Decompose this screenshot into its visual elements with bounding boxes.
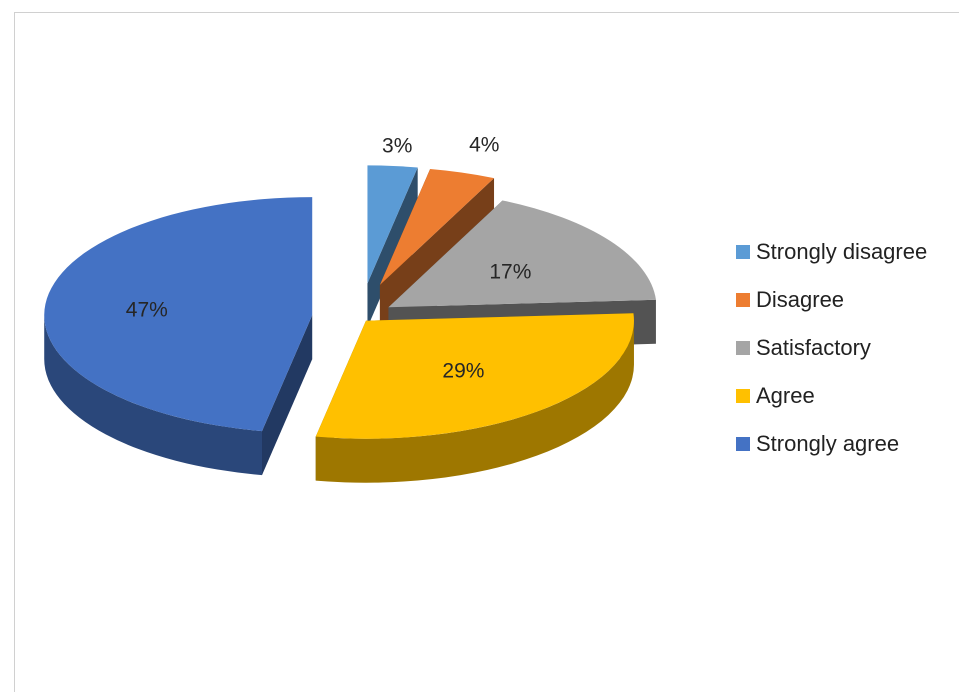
legend-item-strongly-agree: Strongly agree xyxy=(736,431,927,456)
legend-label: Strongly agree xyxy=(756,431,900,456)
legend-swatch xyxy=(736,341,750,355)
legend-item-satisfactory: Satisfactory xyxy=(736,335,927,360)
legend-label: Strongly disagree xyxy=(756,239,928,264)
slice-rim xyxy=(315,320,634,483)
chart-frame xyxy=(14,12,959,692)
legend-label: Satisfactory xyxy=(756,335,871,360)
slice-disagree xyxy=(379,168,495,285)
data-label-satisfactory: 17% xyxy=(489,261,531,284)
legend-swatch xyxy=(736,293,750,307)
legend-label: Disagree xyxy=(756,287,845,312)
data-label-strongly-disagree: 3% xyxy=(382,135,412,158)
data-label-agree: 29% xyxy=(442,359,484,382)
legend-label: Agree xyxy=(756,383,815,408)
legend: Strongly disagree Disagree Satisfactory … xyxy=(736,239,928,480)
slice-wall xyxy=(262,315,313,476)
slice-strongly-agree xyxy=(44,197,313,432)
data-labels: 3% 4% 17% 29% 47% xyxy=(126,134,532,383)
legend-item-agree: Agree xyxy=(736,383,927,408)
data-label-disagree: 4% xyxy=(469,134,499,157)
data-label-strongly-agree: 47% xyxy=(126,298,168,321)
legend-item-disagree: Disagree xyxy=(736,287,927,312)
legend-swatch xyxy=(736,389,750,403)
pie-tops xyxy=(44,165,656,439)
slice-strongly-disagree xyxy=(367,165,418,284)
slice-agree xyxy=(315,313,634,439)
legend-swatch xyxy=(736,245,750,259)
slice-satisfactory xyxy=(388,200,656,308)
slice-strongly-agree-side xyxy=(44,315,313,476)
slice-rim xyxy=(44,315,263,476)
legend-swatch xyxy=(736,437,750,451)
legend-item-strongly-disagree: Strongly disagree xyxy=(736,239,928,264)
